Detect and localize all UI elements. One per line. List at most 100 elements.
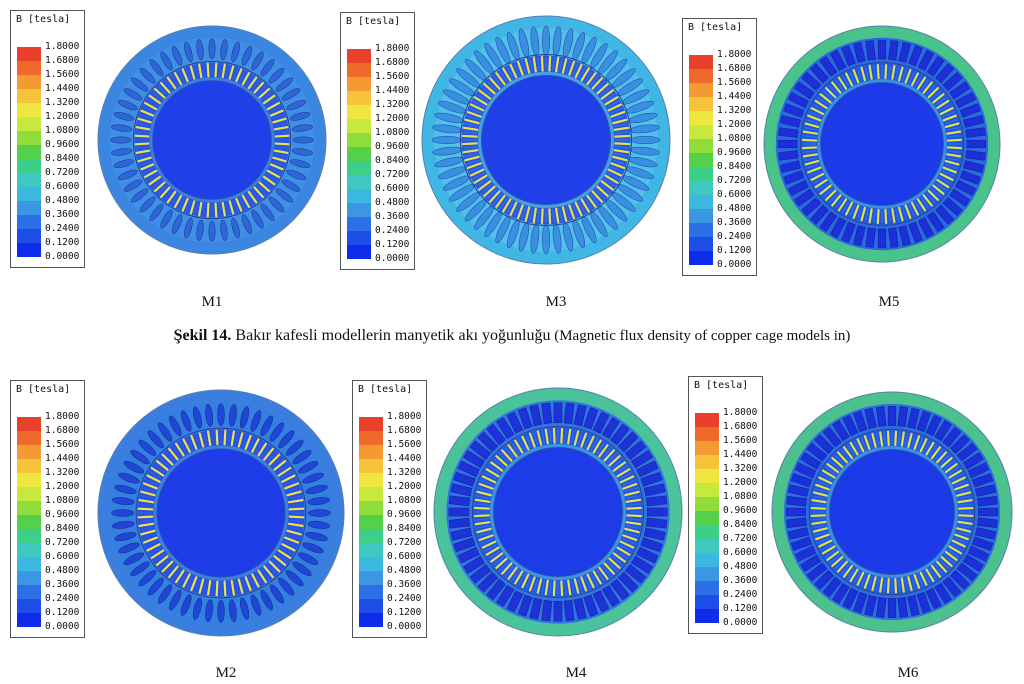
legend-tick: 0.7200 (375, 169, 410, 180)
legend-tick: 0.6000 (375, 183, 410, 194)
legend-tick: 0.8400 (723, 519, 758, 530)
legend-swatch (695, 511, 719, 525)
legend-tick: 1.0800 (375, 127, 410, 138)
legend-tick: 1.5600 (387, 439, 422, 450)
legend-swatch (689, 223, 713, 237)
legend-tick: 1.3200 (717, 105, 752, 116)
legend-m3: B [tesla] 1.8000 1.6800 1.5600 1.4400 1.3200 1… (340, 12, 415, 270)
legend-swatch (347, 91, 371, 105)
label-m1: M1 (201, 294, 223, 310)
legend-tick: 1.5600 (45, 69, 80, 80)
legend-swatch (17, 215, 41, 229)
legend-tick: 1.5600 (723, 435, 758, 446)
legend-tick: 1.2000 (717, 119, 752, 130)
legend-tick: 0.3600 (45, 579, 80, 590)
legend-tick: 1.0800 (45, 495, 80, 506)
legend-tick: 0.7200 (717, 175, 752, 186)
legend-tick: 0.9600 (723, 505, 758, 516)
motor-m1 (97, 25, 327, 255)
legend-tick: 0.4800 (717, 203, 752, 214)
legend-tick: 0.6000 (723, 547, 758, 558)
legend-tick: 0.0000 (45, 621, 80, 632)
legend-tick: 0.3600 (387, 579, 422, 590)
legend-tick: 1.0800 (723, 491, 758, 502)
legend-tick: 0.4800 (45, 195, 80, 206)
legend-tick: 1.8000 (723, 407, 758, 418)
legend-tick: 0.4800 (375, 197, 410, 208)
legend-tick: 1.4400 (45, 83, 80, 94)
legend-tick: 0.3600 (375, 211, 410, 222)
legend-tick: 1.3200 (45, 97, 80, 108)
motor-m3 (421, 15, 671, 265)
legend-swatch (695, 441, 719, 455)
legend-swatch (17, 557, 41, 571)
legend-tick: 0.9600 (45, 509, 80, 520)
legend-tick: 0.7200 (45, 537, 80, 548)
legend-title: B [tesla] (694, 380, 749, 391)
legend-swatch (17, 529, 41, 543)
legend-swatch (689, 237, 713, 251)
legend-tick: 1.0800 (45, 125, 80, 136)
legend-swatch (17, 613, 41, 627)
legend-tick: 1.3200 (723, 463, 758, 474)
legend-swatch (17, 103, 41, 117)
motor-m6 (771, 391, 1013, 633)
legend-tick: 0.9600 (45, 139, 80, 150)
legend-swatch (689, 139, 713, 153)
label-m2: M2 (215, 665, 237, 681)
legend-tick: 1.3200 (375, 99, 410, 110)
legend-swatch (689, 195, 713, 209)
legend-swatch (689, 83, 713, 97)
motor-m4 (433, 387, 683, 637)
legend-tick: 0.9600 (717, 147, 752, 158)
legend-tick: 0.1200 (723, 603, 758, 614)
legend-swatch (17, 131, 41, 145)
legend-swatch (17, 145, 41, 159)
legend-swatch (17, 417, 41, 431)
legend-tick: 0.3600 (717, 217, 752, 228)
legend-tick: 1.6800 (387, 425, 422, 436)
legend-tick: 0.2400 (717, 231, 752, 242)
legend-swatch (347, 175, 371, 189)
legend-tick: 0.8400 (375, 155, 410, 166)
legend-tick: 0.0000 (723, 617, 758, 628)
legend-tick: 0.0000 (387, 621, 422, 632)
legend-swatch (359, 557, 383, 571)
legend-swatch (695, 469, 719, 483)
figure-caption: Şekil 14. Bakır kafesli modellerin manye… (0, 327, 1024, 345)
legend-tick: 1.2000 (375, 113, 410, 124)
legend-swatch (689, 209, 713, 223)
legend-m6: B [tesla] 1.8000 1.6800 1.5600 1.4400 1.3200 1… (688, 376, 763, 634)
legend-tick: 1.4400 (387, 453, 422, 464)
legend-tick: 0.6000 (387, 551, 422, 562)
legend-tick: 1.2000 (387, 481, 422, 492)
legend-tick: 1.8000 (45, 411, 80, 422)
legend-swatch (17, 543, 41, 557)
legend-swatch (17, 229, 41, 243)
legend-swatch (17, 459, 41, 473)
legend-tick: 1.5600 (717, 77, 752, 88)
legend-swatch (689, 125, 713, 139)
legend-tick: 1.8000 (45, 41, 80, 52)
legend-tick: 1.6800 (375, 57, 410, 68)
legend-tick: 1.3200 (45, 467, 80, 478)
legend-tick: 0.2400 (723, 589, 758, 600)
legend-swatch (347, 161, 371, 175)
legend-tick: 0.2400 (45, 223, 80, 234)
legend-swatch (347, 133, 371, 147)
legend-swatch (17, 599, 41, 613)
legend-swatch (347, 147, 371, 161)
legend-swatch (17, 445, 41, 459)
legend-swatch (695, 525, 719, 539)
legend-swatch (359, 445, 383, 459)
legend-tick: 0.0000 (45, 251, 80, 262)
legend-tick: 0.9600 (375, 141, 410, 152)
legend-swatch (359, 459, 383, 473)
legend-swatch (17, 75, 41, 89)
legend-swatch (359, 417, 383, 431)
legend-swatch (17, 117, 41, 131)
legend-swatch (695, 413, 719, 427)
legend-tick: 0.4800 (723, 561, 758, 572)
legend-tick: 1.4400 (723, 449, 758, 460)
legend-tick: 1.4400 (375, 85, 410, 96)
